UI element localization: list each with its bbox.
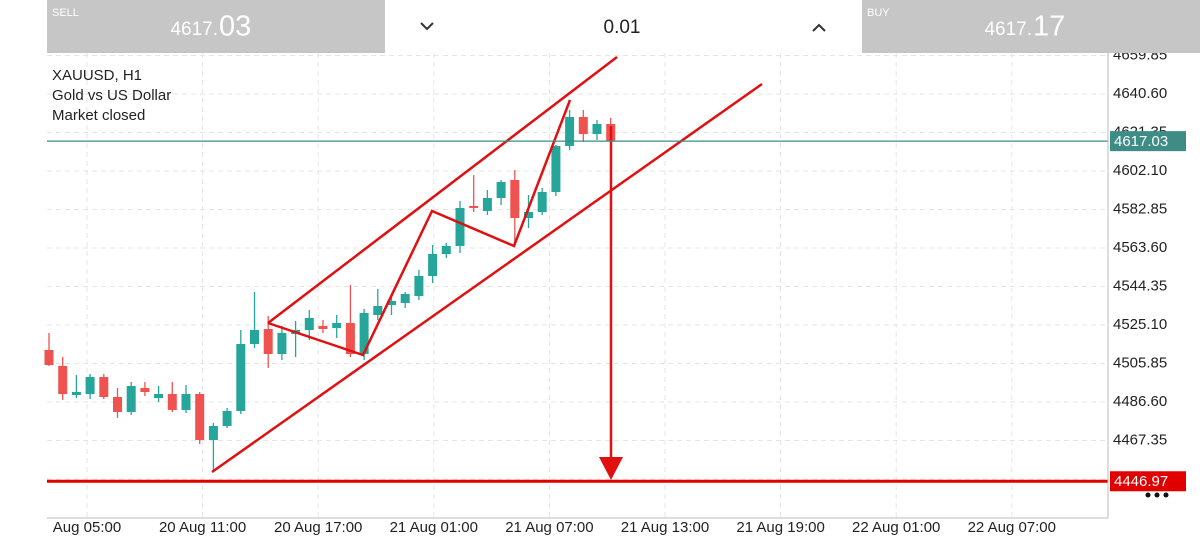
price-label: 4446.97 [1114, 473, 1168, 490]
candle-body [222, 411, 232, 426]
candles [44, 110, 616, 472]
candle-body [208, 426, 218, 440]
candle-body [482, 198, 492, 211]
y-tick-label: 4467.35 [1113, 431, 1167, 448]
grid [47, 53, 1108, 518]
sell-price-main: 4617. [170, 19, 218, 40]
candle-body [99, 377, 109, 397]
price-lines [47, 140, 1108, 483]
candle-body [414, 276, 424, 296]
volume[interactable]: 0.01 [604, 17, 641, 38]
x-tick-label: 22 Aug 07:00 [968, 519, 1056, 536]
candle-body [195, 394, 205, 440]
x-tick-label: 21 Aug 07:00 [505, 519, 593, 536]
buy-price-main: 4617. [984, 19, 1032, 40]
sell-button[interactable] [47, 0, 385, 53]
price-label-box [1110, 471, 1186, 492]
y-tick-label: 4602.10 [1113, 162, 1167, 179]
candle-body [332, 323, 342, 328]
candle-body [345, 323, 355, 354]
volume-box [387, 0, 860, 53]
candle-body [236, 344, 246, 411]
candle-body [263, 329, 273, 354]
candle-body [565, 117, 575, 146]
candle-body [113, 397, 122, 412]
x-tick-label: 21 Aug 01:00 [390, 519, 478, 536]
description: Gold vs US Dollar [52, 87, 171, 104]
candle-body [140, 388, 150, 392]
candle-body [551, 146, 561, 192]
price-label-box [1110, 131, 1186, 152]
candle-body [455, 208, 465, 246]
candle-body [441, 246, 451, 254]
candle-body [592, 124, 602, 134]
x-tick-label: 21 Aug 13:00 [621, 519, 709, 536]
sell-price-pips: 03 [219, 11, 251, 43]
y-tick-label: 4544.35 [1113, 277, 1167, 294]
symbol: XAUUSD, H1 [52, 67, 142, 84]
buy-price-pips: 17 [1033, 11, 1065, 43]
more-menu[interactable] [1145, 492, 1169, 498]
candle-body [373, 306, 383, 315]
candle-body [578, 117, 588, 134]
y-tick-label: 4563.60 [1113, 239, 1167, 256]
candle-body [469, 206, 479, 208]
candle-body [58, 366, 68, 394]
candle-body [250, 330, 259, 344]
status: Market closed [52, 107, 145, 124]
candle-body [126, 386, 136, 412]
channel-upper [267, 56, 618, 324]
x-tick-label: Aug 05:00 [53, 519, 121, 536]
y-tick-label: 4640.60 [1113, 85, 1167, 102]
y-tick-label: 4525.10 [1113, 316, 1167, 333]
y-tick-label: 4486.60 [1113, 393, 1167, 410]
decrease-volume[interactable] [420, 22, 434, 31]
candle-body [387, 301, 396, 305]
candle-body [359, 313, 369, 354]
candle-body [510, 180, 520, 218]
buy-label: BUY [867, 7, 890, 19]
candle-body [167, 394, 177, 410]
candle-body [304, 318, 314, 330]
buy-button[interactable] [862, 0, 1200, 53]
arrow-head [599, 457, 623, 480]
increase-volume[interactable] [812, 23, 826, 32]
candle-body [71, 392, 81, 395]
y-tick-label: 4505.85 [1113, 354, 1167, 371]
x-tick-label: 20 Aug 11:00 [159, 519, 246, 536]
x-tick-label: 22 Aug 01:00 [852, 519, 940, 536]
candle-body [181, 394, 191, 410]
x-tick-label: 20 Aug 17:00 [274, 519, 362, 536]
candle-body [44, 350, 54, 365]
price-labels: 4617.03 4446.97 [1110, 131, 1186, 492]
y-tick-label: 4582.85 [1113, 200, 1167, 217]
candle-body [85, 377, 95, 394]
channel-lower [211, 82, 763, 474]
candle-body [496, 182, 506, 198]
x-tick-label: 21 Aug 19:00 [736, 519, 824, 536]
candle-body [537, 192, 547, 212]
candle-body [524, 212, 533, 218]
sell-label: SELL [52, 7, 79, 19]
price-label: 4617.03 [1114, 133, 1168, 150]
candle-body [277, 333, 287, 354]
candle-body [318, 326, 328, 329]
candle-body [428, 254, 438, 276]
candle-body [400, 294, 410, 303]
axes: 4659.854640.604621.354602.104582.854563.… [53, 46, 1167, 536]
zigzag [267, 99, 572, 357]
candle-body [154, 394, 164, 398]
drawings [211, 56, 763, 480]
